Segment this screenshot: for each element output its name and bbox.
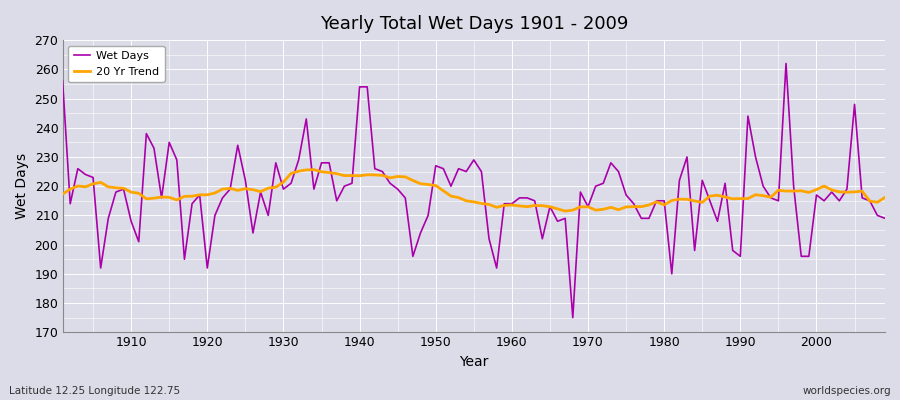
Wet Days — [780, 61, 791, 66]
Wet Days — [499, 201, 509, 206]
20 Yr Trend — [560, 209, 571, 214]
Title: Yearly Total Wet Days 1901 - 2009: Yearly Total Wet Days 1901 - 2009 — [320, 15, 628, 33]
20 Yr Trend — [309, 167, 320, 172]
Wet Days — [118, 187, 129, 192]
Wet Days — [507, 201, 517, 206]
Line: 20 Yr Trend: 20 Yr Trend — [63, 170, 885, 211]
20 Yr Trend — [58, 192, 68, 196]
Text: worldspecies.org: worldspecies.org — [803, 386, 891, 396]
Text: Latitude 12.25 Longitude 122.75: Latitude 12.25 Longitude 122.75 — [9, 386, 180, 396]
Wet Days — [879, 216, 890, 221]
20 Yr Trend — [285, 171, 296, 176]
Line: Wet Days: Wet Days — [63, 64, 885, 318]
Legend: Wet Days, 20 Yr Trend: Wet Days, 20 Yr Trend — [68, 46, 165, 82]
20 Yr Trend — [339, 173, 350, 178]
Wet Days — [285, 181, 296, 186]
Wet Days — [606, 160, 616, 165]
20 Yr Trend — [879, 195, 890, 200]
20 Yr Trend — [507, 202, 517, 207]
Wet Days — [58, 79, 68, 84]
X-axis label: Year: Year — [459, 355, 489, 369]
Wet Days — [331, 198, 342, 203]
20 Yr Trend — [514, 204, 525, 208]
20 Yr Trend — [118, 186, 129, 190]
Y-axis label: Wet Days: Wet Days — [15, 153, 29, 219]
20 Yr Trend — [613, 207, 624, 212]
Wet Days — [567, 315, 578, 320]
